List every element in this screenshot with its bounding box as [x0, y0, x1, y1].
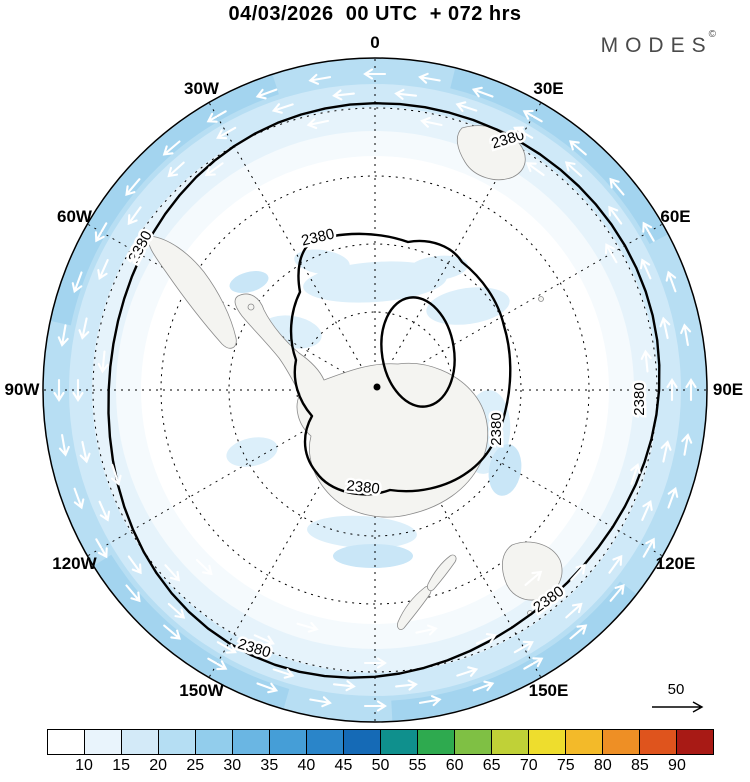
contour-label: 2380: [346, 477, 381, 497]
modes-logo: MODES©: [600, 29, 720, 58]
copyright-mark: ©: [708, 29, 716, 40]
colorbar-cell-16: [640, 730, 677, 754]
colorbar-cell-5: [233, 730, 270, 754]
chart-title: 04/03/2026 00 UTC + 072 hrs: [228, 3, 522, 25]
coastlines: [148, 125, 563, 630]
colorbar-cell-6: [270, 730, 307, 754]
reference-vector-label: 50: [668, 681, 685, 698]
colorbar-cell-17: [677, 730, 713, 754]
reference-vector: 50: [652, 681, 704, 713]
interior-shading-blobs: [226, 249, 522, 568]
colorbar-cell-1: [85, 730, 122, 754]
colorbar-tick-80: 80: [593, 757, 612, 774]
colorbar-tick-50: 50: [371, 757, 390, 774]
colorbar: [47, 729, 714, 755]
colorbar-tick-70: 70: [519, 757, 538, 774]
height-contours: [107, 102, 661, 679]
colorbar-cell-0: [48, 730, 85, 754]
colorbar-tick-30: 30: [223, 757, 242, 774]
colorbar-tick-35: 35: [260, 757, 279, 774]
colorbar-cell-8: [344, 730, 381, 754]
colorbar-tick-10: 10: [75, 757, 93, 774]
colorbar-cell-10: [418, 730, 455, 754]
wind-arrows: [53, 68, 697, 712]
rim-shading-arcs: [51, 68, 668, 721]
contour-label: 2380: [488, 412, 505, 445]
colorbar-tick-85: 85: [630, 757, 649, 774]
colorbar-tick-90: 90: [668, 757, 686, 774]
colorbar-cell-3: [159, 730, 196, 754]
colorbar-tick-60: 60: [445, 757, 464, 774]
colorbar-cell-2: [122, 730, 159, 754]
colorbar-cell-11: [455, 730, 492, 754]
colorbar-cell-14: [566, 730, 603, 754]
colorbar-tick-65: 65: [482, 757, 501, 774]
modes-logo-text: MODES: [600, 34, 713, 57]
colorbar-tick-75: 75: [556, 757, 575, 774]
colorbar-tick-55: 55: [408, 757, 427, 774]
colorbar-tick-40: 40: [297, 757, 316, 774]
colorbar-tick-45: 45: [334, 757, 353, 774]
colorbar-tick-20: 20: [149, 757, 168, 774]
colorbar-cell-15: [603, 730, 640, 754]
colorbar-cell-7: [307, 730, 344, 754]
colorbar-cell-9: [381, 730, 418, 754]
colorbar-cell-12: [492, 730, 529, 754]
colorbar-tick-15: 15: [112, 757, 131, 774]
colorbar-tick-25: 25: [186, 757, 205, 774]
contour-label: 2380: [631, 382, 648, 415]
colorbar-tick-labels: 10 15 20 25 30 35 40 45 50 55 60 65 70 75 80 85 90: [47, 757, 714, 777]
colorbar-cell-4: [196, 730, 233, 754]
map-rim: [42, 57, 708, 723]
colorbar-cell-13: [529, 730, 566, 754]
pole-marker: [373, 383, 381, 391]
